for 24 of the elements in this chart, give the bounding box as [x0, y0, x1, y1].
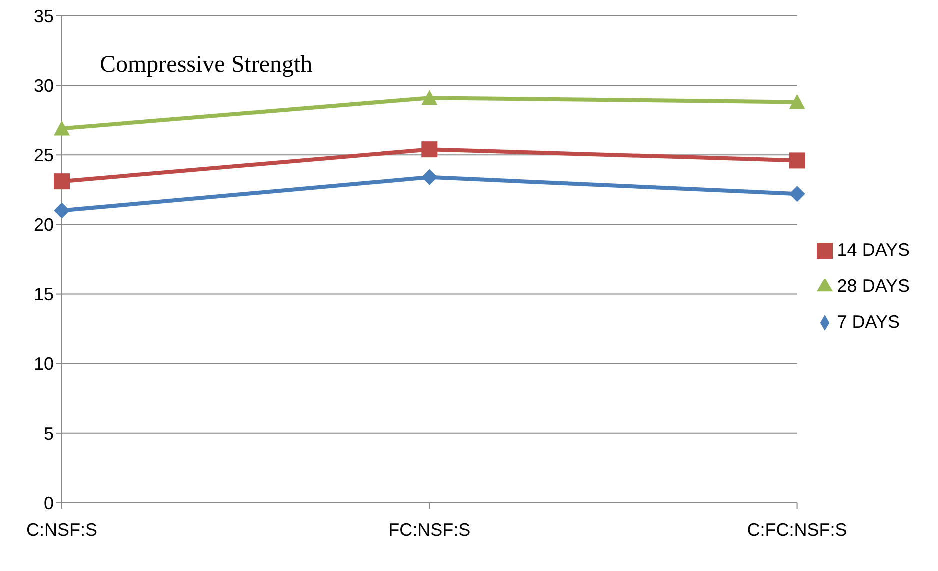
point	[54, 202, 70, 219]
point	[422, 169, 438, 186]
y-tick-label: 35	[34, 6, 54, 26]
point	[422, 90, 438, 106]
legend-label: 28 DAYS	[837, 276, 910, 296]
x-tick-label: FC:NSF:S	[388, 520, 471, 540]
y-tick-label: 15	[34, 284, 54, 305]
legend-label: 14 DAYS	[837, 240, 910, 260]
point	[789, 94, 806, 110]
point	[422, 142, 438, 158]
x-tick-label: C:FC:NSF:S	[747, 520, 848, 540]
point	[789, 152, 806, 169]
text: Compressive Strength	[100, 52, 313, 79]
y-tick-label: 25	[34, 146, 54, 166]
y-tick-label: 5	[44, 424, 54, 444]
y-tick-label: 0	[44, 493, 54, 514]
point	[54, 120, 70, 136]
point	[54, 174, 70, 190]
x-tick-label: C:NSF:S	[26, 520, 98, 540]
y-tick-label: 20	[34, 215, 54, 236]
legend-label: 7 DAYS	[837, 312, 900, 332]
y-tick-label: 30	[34, 76, 54, 96]
y-tick-label: 10	[34, 354, 54, 374]
point	[789, 186, 806, 202]
